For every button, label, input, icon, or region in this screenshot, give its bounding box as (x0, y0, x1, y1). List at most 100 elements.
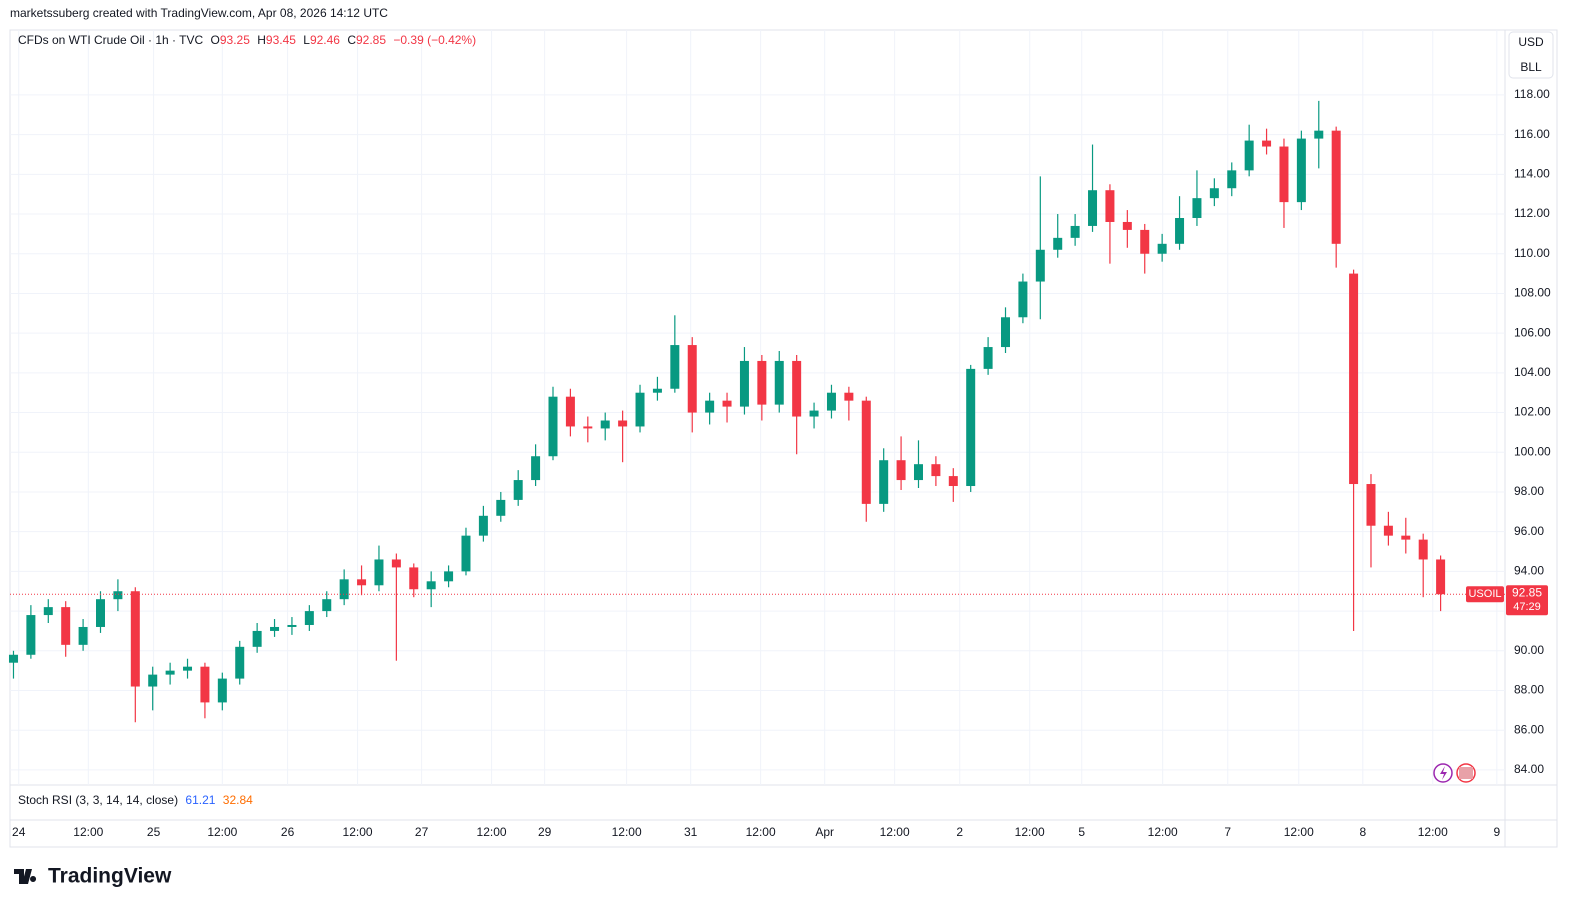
candle-body (357, 579, 367, 586)
price-tag-label: 92.85 (1512, 585, 1542, 599)
indicator: Stoch RSI (3, 3, 14, 14, close) 61.21 32… (18, 793, 253, 807)
candle-body (270, 626, 280, 631)
x-tick-label: 12:00 (207, 825, 237, 839)
x-tick-label: 9 (1493, 825, 1500, 839)
candle-body (409, 567, 419, 590)
x-tick-label: 2 (956, 825, 963, 839)
candle-body (896, 460, 906, 481)
countdown: 47:29 (1513, 601, 1541, 613)
candle-body (583, 426, 593, 429)
candle-body (43, 607, 53, 616)
x-tick-label: 12:00 (1418, 825, 1448, 839)
candle-body (670, 345, 680, 389)
candle-body (1418, 539, 1428, 560)
legend: CFDs on WTI Crude Oil · 1h · TVC O93.25 … (18, 33, 476, 47)
candle-body (792, 360, 802, 417)
candle-body (1331, 130, 1341, 244)
l: L (303, 33, 310, 47)
candle-body (374, 559, 384, 586)
candle-body (1105, 190, 1115, 222)
candles (8, 100, 1446, 723)
candle-body (531, 456, 541, 481)
candle-body (809, 410, 819, 417)
candle-body (1279, 146, 1289, 203)
candle-body (391, 559, 401, 568)
candle-body (61, 607, 71, 645)
candle-body (1244, 140, 1254, 171)
candle-body (635, 392, 645, 427)
indicator-d: 32.84 (223, 793, 253, 807)
candle-body (705, 400, 715, 413)
close: 92.85 (356, 33, 386, 47)
y-tick-label: 108.00 (1514, 286, 1551, 300)
y-tick-label: 102.00 (1514, 405, 1551, 419)
symbol: CFDs on WTI Crude Oil · 1h · TVC (18, 33, 203, 47)
x-tick-label: 31 (684, 825, 698, 839)
candle-body (844, 392, 854, 401)
currency-box[interactable] (1508, 31, 1554, 79)
candle-body (183, 666, 193, 671)
candle-body (948, 476, 958, 487)
y-tick-label: 84.00 (1514, 762, 1544, 776)
o: O (211, 33, 220, 47)
x-tick-label: 24 (12, 825, 26, 839)
candle-body (600, 420, 610, 429)
x-tick-label: 12:00 (880, 825, 910, 839)
y-tick-label: 118.00 (1514, 87, 1550, 101)
x-tick-label: 29 (538, 825, 552, 839)
candle-body (252, 630, 262, 647)
x-tick-label: 7 (1224, 825, 1231, 839)
candle-body (652, 388, 662, 393)
y-tick-label: 104.00 (1514, 365, 1551, 379)
candle-body (148, 674, 158, 687)
candle-body (826, 392, 836, 411)
candle-body (1140, 229, 1150, 254)
high: 93.45 (266, 33, 296, 47)
y-tick-label: 110.00 (1514, 246, 1550, 260)
candle-body (687, 345, 697, 413)
candle-body (113, 591, 123, 600)
c: C (347, 33, 356, 47)
brand: TradingView (48, 865, 172, 888)
flag (1459, 767, 1473, 779)
candle-body (1296, 138, 1306, 203)
indicator-name: Stoch RSI (3, 3, 14, 14, close) (18, 793, 178, 807)
candle-body (496, 499, 506, 516)
candle-body (1227, 170, 1237, 189)
x-tick-label: Apr (815, 825, 834, 839)
candle-body (1209, 188, 1219, 199)
candle-body (1436, 559, 1446, 595)
candle-body (96, 599, 106, 627)
candle-body (618, 420, 628, 427)
candle-body (983, 347, 993, 369)
candle-body (1192, 198, 1202, 219)
y-tick-label: 98.00 (1514, 484, 1544, 498)
x-tick-label: 27 (415, 825, 429, 839)
x-tick-label: 5 (1078, 825, 1085, 839)
currency[interactable]: USD (1518, 35, 1544, 49)
candle-body (548, 396, 558, 457)
unit[interactable]: BLL (1520, 60, 1542, 74)
x-tick-label: 8 (1359, 825, 1366, 839)
candle-body (478, 515, 488, 536)
candle-body (774, 360, 784, 405)
candle-body (1366, 484, 1376, 526)
candle-body (1001, 317, 1011, 348)
candle-body (217, 678, 227, 703)
x-tick-label: 12:00 (343, 825, 373, 839)
x-tick-label: 26 (281, 825, 295, 839)
candle-body (235, 646, 245, 679)
candle-body (1035, 249, 1045, 282)
y-tick-label: 88.00 (1514, 683, 1544, 697)
candle-body (1401, 535, 1411, 540)
candle-body (426, 581, 436, 590)
open: 93.25 (220, 33, 250, 47)
price-tag (1506, 585, 1548, 616)
candle-body (966, 368, 976, 487)
indicator-k: 61.21 (185, 793, 215, 807)
y-tick-label: 116.00 (1514, 127, 1550, 141)
candle-body (26, 615, 36, 655)
candle-body (861, 400, 871, 504)
low: 92.46 (310, 33, 340, 47)
